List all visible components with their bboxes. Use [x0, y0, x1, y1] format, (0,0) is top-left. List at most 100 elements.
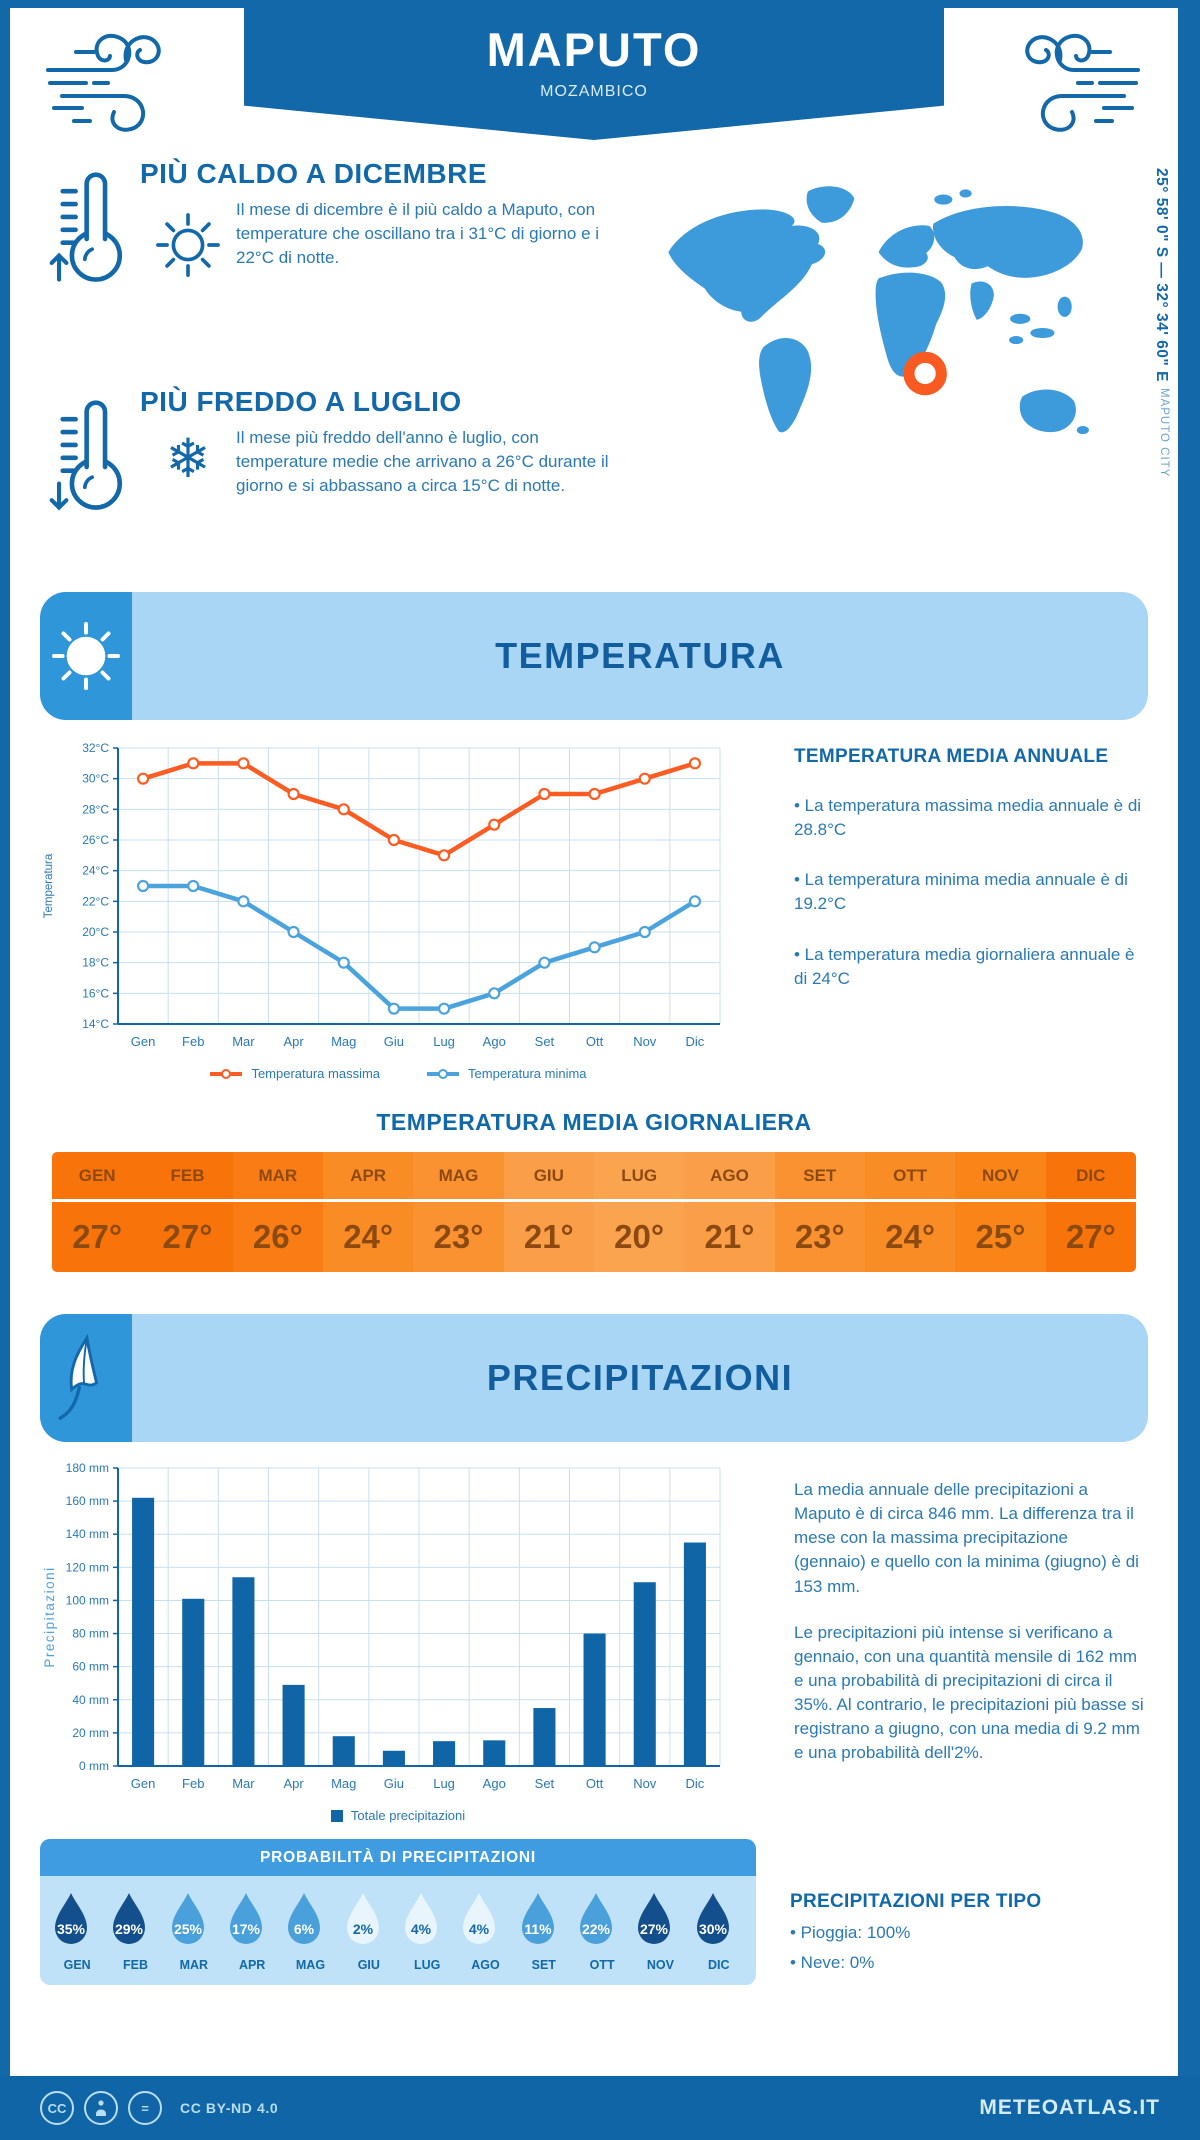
month-temperature: 27°	[1045, 1202, 1136, 1272]
drop-month-label: FEB	[122, 1958, 148, 1972]
svg-text:32°C: 32°C	[82, 741, 109, 755]
warmest-title: PIÙ CALDO A DICEMBRE	[140, 158, 488, 189]
svg-text:Ott: Ott	[586, 1776, 604, 1791]
svg-text:30°C: 30°C	[82, 772, 109, 786]
svg-text:100 mm: 100 mm	[66, 1593, 109, 1607]
precipitation-main: 0 mm 20 mm 40 mm 60 mm 80 mm 100 mm 120 mm 140 …	[10, 1454, 1178, 1823]
coordinates-text: 25° 58' 0" S — 32° 34' 60" E	[1153, 168, 1170, 382]
svg-text:24°C: 24°C	[82, 864, 109, 878]
probability-drop: 17% APR	[223, 1891, 281, 1972]
probability-drop: 25% MAR	[165, 1891, 223, 1972]
month-column: GEN 27°	[52, 1152, 143, 1272]
svg-text:25%: 25%	[174, 1921, 203, 1937]
probability-drop: 2% GIU	[340, 1891, 398, 1972]
svg-text:22°C: 22°C	[82, 894, 109, 908]
svg-text:80 mm: 80 mm	[72, 1627, 109, 1641]
month-header: AGO	[684, 1152, 775, 1202]
month-temperature: 24°	[864, 1202, 956, 1272]
legend-item: Temperatura massima	[209, 1066, 380, 1081]
drop-month-label: LUG	[413, 1958, 441, 1972]
svg-text:30%: 30%	[699, 1921, 728, 1937]
month-column: OTT 24°	[864, 1152, 956, 1272]
probability-drop: 35% GEN	[48, 1891, 106, 1972]
precipitation-info: La media annuale delle precipitazioni a …	[760, 1454, 1178, 1823]
type-line: • Neve: 0%	[790, 1953, 875, 1972]
month-header: OTT	[864, 1152, 956, 1202]
temperature-chart-legend: Temperatura massima Temperatura minima	[36, 1066, 760, 1081]
annual-bullet: • La temperatura minima media annuale è …	[794, 870, 1128, 914]
bottom-row: PROBABILITÀ DI PRECIPITAZIONI 35% GEN 29% F…	[10, 1839, 1178, 1985]
temperature-annual-info: TEMPERATURA MEDIA ANNUALE • La temperatu…	[760, 732, 1178, 1081]
temperature-main: 14°C 16°C 18°C 20°C 22°C 24°C 26°C 28°C 30°C 32°C…	[10, 732, 1178, 1081]
intro-section: PIÙ CALDO A DICEMBRE Il mese di dicembre…	[10, 146, 1178, 578]
svg-text:Gen: Gen	[131, 1034, 156, 1049]
cc-icon: CC	[40, 2091, 74, 2125]
equals-icon: =	[128, 2091, 162, 2125]
drop-icon: 35%	[55, 1893, 87, 1944]
svg-text:17%: 17%	[232, 1921, 261, 1937]
month-temperature: 25°	[955, 1202, 1046, 1272]
month-temperature: 24°	[322, 1202, 414, 1272]
month-header: LUG	[593, 1152, 685, 1202]
umbrella-icon	[40, 1314, 132, 1442]
svg-text:Nov: Nov	[633, 1034, 657, 1049]
svg-text:Giu: Giu	[384, 1776, 404, 1791]
month-header: FEB	[142, 1152, 233, 1202]
month-header: MAR	[232, 1152, 323, 1202]
month-header: MAG	[413, 1152, 504, 1202]
drop-icon: 17%	[229, 1893, 262, 1944]
svg-text:11%: 11%	[524, 1921, 552, 1937]
svg-text:27%: 27%	[640, 1921, 669, 1937]
month-column: DIC 27°	[1045, 1152, 1136, 1272]
svg-text:Ott: Ott	[586, 1034, 604, 1049]
svg-text:Mag: Mag	[331, 1776, 356, 1791]
svg-text:Lug: Lug	[433, 1034, 455, 1049]
temperature-section-title: TEMPERATURA	[495, 635, 785, 676]
svg-text:60 mm: 60 mm	[72, 1660, 109, 1674]
coordinates: 25° 58' 0" S — 32° 34' 60" E MAPUTO CITY	[1152, 168, 1170, 508]
svg-text:16°C: 16°C	[82, 986, 109, 1000]
month-temperature: 23°	[774, 1202, 865, 1272]
annual-title: TEMPERATURA MEDIA ANNUALE	[794, 746, 1109, 767]
svg-text:40 mm: 40 mm	[72, 1693, 109, 1707]
probability-drop: 22% OTT	[573, 1891, 631, 1972]
month-column: MAG 23°	[413, 1152, 504, 1272]
daily-temperature-title: TEMPERATURA MEDIA GIORNALIERA	[376, 1109, 812, 1135]
legend-item: Totale precipitazioni	[330, 1808, 465, 1823]
annual-bullet: • La temperatura massima media annuale è…	[794, 796, 1142, 840]
svg-text:0 mm: 0 mm	[79, 1759, 109, 1773]
month-header: DIC	[1045, 1152, 1136, 1202]
license-group: CC = CC BY-ND 4.0	[40, 2091, 278, 2125]
temperature-line-chart: 14°C 16°C 18°C 20°C 22°C 24°C 26°C 28°C 30°C 32°C…	[36, 732, 760, 1064]
month-header: SET	[774, 1152, 865, 1202]
person-icon	[84, 2091, 118, 2125]
month-column: LUG 20°	[593, 1152, 685, 1272]
world-map	[640, 164, 1095, 500]
month-header: NOV	[955, 1152, 1046, 1202]
svg-text:Feb: Feb	[182, 1034, 204, 1049]
month-column: GIU 21°	[503, 1152, 594, 1272]
probability-drop: 4% LUG	[398, 1891, 456, 1972]
drop-icon: 22%	[579, 1893, 612, 1944]
svg-text:Temperatura: Temperatura	[43, 853, 55, 918]
daily-temperature-table: GEN 27° FEB 27° MAR 26° APR 24° MAG 23° GIU 21° LUG 2…	[52, 1152, 1136, 1272]
svg-text:20 mm: 20 mm	[72, 1726, 109, 1740]
legend-item: Temperatura minima	[426, 1066, 587, 1081]
probability-drop: 27% NOV	[631, 1891, 689, 1972]
svg-text:Nov: Nov	[633, 1776, 657, 1791]
svg-text:Mag: Mag	[331, 1034, 356, 1049]
drop-month-label: SET	[531, 1958, 556, 1972]
sun-line-icon	[140, 198, 236, 286]
drop-icon: 25%	[171, 1893, 204, 1944]
svg-text:4%: 4%	[411, 1921, 432, 1937]
coldest-title: PIÙ FREDDO A LUGLIO	[140, 386, 462, 417]
month-temperature: 23°	[413, 1202, 504, 1272]
precipitation-bar-chart: 0 mm 20 mm 40 mm 60 mm 80 mm 100 mm 120 mm 140 …	[36, 1454, 760, 1806]
svg-text:Set: Set	[535, 1034, 555, 1049]
svg-text:Dic: Dic	[686, 1776, 705, 1791]
city-name: MAPUTO	[486, 23, 702, 76]
precipitation-paragraph-2: Le precipitazioni più intense si verific…	[794, 1622, 1144, 1763]
probability-panel: PROBABILITÀ DI PRECIPITAZIONI 35% GEN 29% F…	[40, 1839, 756, 1985]
svg-text:Mar: Mar	[232, 1776, 255, 1791]
month-column: NOV 25°	[955, 1152, 1046, 1272]
